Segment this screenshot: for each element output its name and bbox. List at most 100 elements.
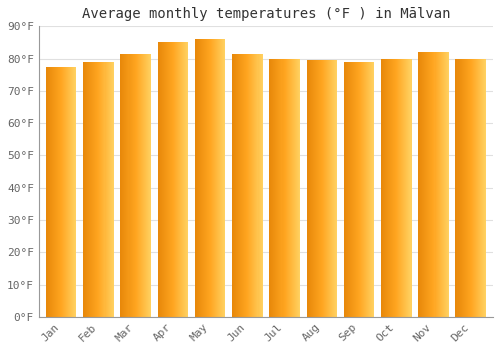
Bar xyxy=(85,62,86,317)
Bar xyxy=(207,39,208,317)
Bar xyxy=(112,62,114,317)
Bar xyxy=(410,58,412,317)
Bar xyxy=(472,58,473,317)
Bar xyxy=(286,58,288,317)
Bar xyxy=(398,58,400,317)
Bar xyxy=(52,66,53,317)
Bar xyxy=(68,66,70,317)
Bar xyxy=(418,52,419,317)
Bar xyxy=(234,54,235,317)
Bar xyxy=(355,62,356,317)
Bar xyxy=(175,42,176,317)
Bar xyxy=(333,60,334,317)
Bar xyxy=(345,62,346,317)
Bar xyxy=(128,54,130,317)
Bar xyxy=(369,62,370,317)
Bar xyxy=(57,66,58,317)
Bar xyxy=(132,54,134,317)
Bar xyxy=(179,42,180,317)
Bar xyxy=(140,54,141,317)
Bar xyxy=(324,60,325,317)
Bar xyxy=(350,62,351,317)
Bar xyxy=(477,58,478,317)
Bar xyxy=(368,62,369,317)
Bar xyxy=(70,66,72,317)
Bar xyxy=(104,62,106,317)
Bar xyxy=(294,58,296,317)
Bar xyxy=(56,66,57,317)
Bar xyxy=(366,62,367,317)
Bar xyxy=(147,54,148,317)
Bar xyxy=(187,42,188,317)
Bar xyxy=(102,62,104,317)
Bar xyxy=(209,39,210,317)
Bar xyxy=(282,58,284,317)
Bar xyxy=(438,52,440,317)
Bar xyxy=(61,66,62,317)
Bar xyxy=(432,52,434,317)
Bar xyxy=(83,62,84,317)
Bar xyxy=(332,60,333,317)
Bar xyxy=(206,39,207,317)
Bar xyxy=(400,58,402,317)
Bar xyxy=(316,60,318,317)
Bar xyxy=(460,58,462,317)
Bar xyxy=(74,66,76,317)
Bar xyxy=(436,52,438,317)
Bar xyxy=(204,39,205,317)
Bar xyxy=(220,39,222,317)
Bar xyxy=(322,60,323,317)
Bar xyxy=(354,62,355,317)
Bar xyxy=(347,62,348,317)
Bar xyxy=(66,66,68,317)
Bar xyxy=(124,54,126,317)
Bar xyxy=(473,58,474,317)
Bar xyxy=(420,52,422,317)
Bar xyxy=(349,62,350,317)
Bar xyxy=(237,54,238,317)
Bar xyxy=(108,62,110,317)
Bar xyxy=(210,39,211,317)
Bar xyxy=(336,60,337,317)
Bar xyxy=(370,62,371,317)
Bar xyxy=(387,58,388,317)
Bar xyxy=(233,54,234,317)
Bar xyxy=(479,58,480,317)
Bar xyxy=(205,39,206,317)
Bar xyxy=(344,62,345,317)
Bar xyxy=(232,54,233,317)
Bar xyxy=(148,54,149,317)
Bar xyxy=(208,39,209,317)
Bar xyxy=(384,58,385,317)
Bar xyxy=(59,66,60,317)
Bar xyxy=(356,62,357,317)
Bar xyxy=(256,54,258,317)
Bar xyxy=(146,54,147,317)
Bar xyxy=(200,39,201,317)
Bar xyxy=(444,52,446,317)
Bar xyxy=(254,54,256,317)
Bar xyxy=(260,54,262,317)
Bar xyxy=(478,58,479,317)
Bar xyxy=(122,54,124,317)
Bar xyxy=(274,58,276,317)
Bar xyxy=(54,66,55,317)
Bar xyxy=(100,62,102,317)
Bar xyxy=(422,52,424,317)
Bar xyxy=(219,39,220,317)
Bar xyxy=(296,58,297,317)
Bar xyxy=(298,58,299,317)
Bar xyxy=(216,39,217,317)
Bar xyxy=(312,60,314,317)
Bar xyxy=(359,62,360,317)
Bar xyxy=(62,66,63,317)
Bar xyxy=(328,60,329,317)
Bar xyxy=(306,60,308,317)
Bar xyxy=(348,62,349,317)
Bar xyxy=(382,58,383,317)
Bar xyxy=(242,54,243,317)
Bar xyxy=(362,62,363,317)
Bar xyxy=(98,62,100,317)
Bar xyxy=(372,62,374,317)
Bar xyxy=(367,62,368,317)
